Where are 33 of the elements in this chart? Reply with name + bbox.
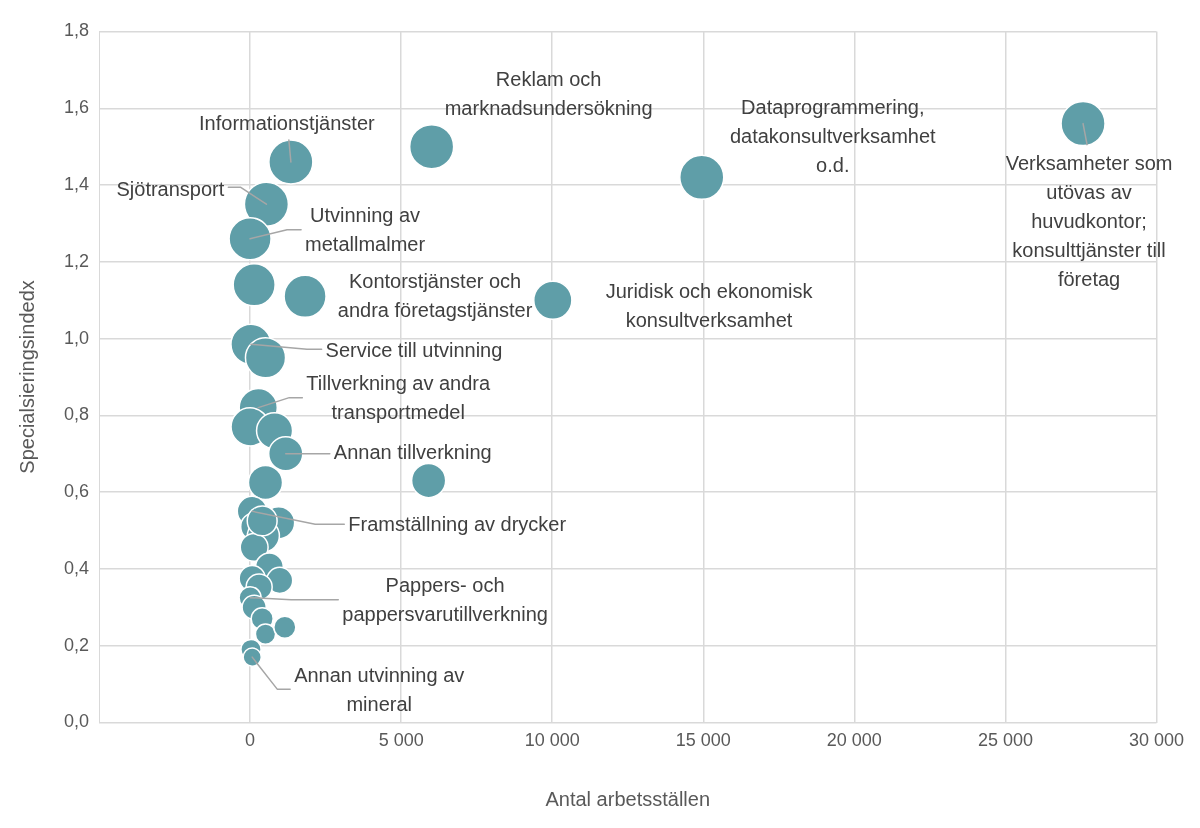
x-tick-label: 5 000: [378, 730, 424, 751]
y-tick-label: 1,6: [63, 97, 90, 118]
annotation: Annan utvinning av mineral: [294, 664, 465, 716]
annotation: Pappers- och pappersvarutillverkning: [342, 573, 548, 625]
annotation: Reklam och marknadsundersökning: [444, 67, 653, 119]
x-tick-label: 25 000: [977, 730, 1033, 751]
y-tick-label: 0,4: [63, 557, 90, 578]
x-tick-label: 30 000: [1128, 730, 1184, 751]
annotation: Informationstjänster: [199, 111, 376, 134]
annotation: Service till utvinning: [325, 338, 503, 361]
y-tick-label: 0,2: [63, 634, 90, 655]
y-tick-label: 0,6: [63, 481, 90, 502]
annotation: Annan tillverkning: [333, 441, 492, 464]
x-tick-label: 10 000: [524, 730, 580, 751]
y-tick-label: 1,0: [63, 327, 90, 348]
annotation: Juridisk och ekonomisk konsultverksamhet: [605, 279, 814, 331]
annotation: Framställning av drycker: [348, 512, 567, 535]
annotation: Tillverkning av andra transportmedel: [306, 371, 492, 423]
annotation: Sjötransport: [116, 177, 225, 200]
x-tick-label: 15 000: [675, 730, 731, 751]
y-tick-label: 1,8: [63, 20, 90, 41]
y-axis-title: Specialsieringsindedx: [15, 280, 38, 474]
x-tick-label: 20 000: [826, 730, 882, 751]
annotation: Kontorstjänster och andra företagstjänster: [337, 270, 533, 322]
y-tick-label: 0,8: [63, 404, 90, 425]
y-tick-label: 1,2: [63, 250, 90, 271]
x-tick-label: 0: [245, 730, 256, 751]
x-axis-title: Antal arbetsställen: [545, 787, 711, 810]
y-tick-label: 1,4: [63, 174, 90, 194]
annotation: Dataprogrammering, datakonsultverksamhet o.d.: [729, 95, 937, 176]
annotation: Verksamheter som utövas av huvudkontor; konsulttjänster till företag: [1005, 152, 1173, 291]
annotation: Utvinning av metallmalmer: [305, 203, 426, 255]
y-tick-label: 0,0: [63, 711, 90, 732]
